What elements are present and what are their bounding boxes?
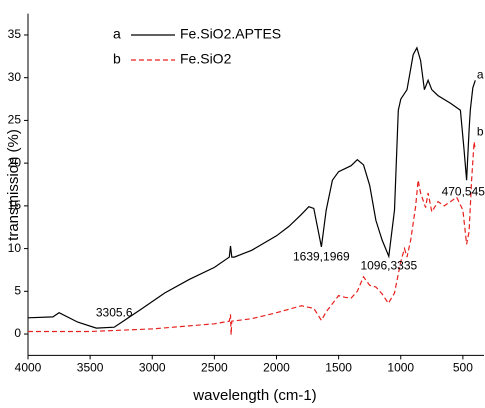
y-tick-label: 25 — [8, 113, 22, 127]
x-tick-label: 2500 — [201, 361, 228, 375]
legend-letter: b — [113, 51, 121, 67]
annotation: a — [477, 67, 484, 81]
x-tick-label: 1000 — [387, 361, 414, 375]
y-tick-label: 0 — [14, 326, 21, 340]
series-line — [27, 46, 476, 329]
y-axis-label: transmission (%) — [5, 129, 22, 241]
legend-label: Fe.SiO2.APTES — [180, 26, 281, 42]
x-tick-label: 3500 — [77, 361, 104, 375]
y-tick-label: 15 — [8, 198, 22, 212]
x-tick-label: 2000 — [263, 361, 290, 375]
x-tick-label: 3000 — [139, 361, 166, 375]
legend-label: Fe.SiO2 — [180, 51, 232, 67]
x-axis-label: wavelength (cm-1) — [192, 387, 316, 404]
annotation: 1096,3335 — [360, 259, 417, 273]
x-tick-label: 500 — [453, 361, 473, 375]
annotation: 3305.6 — [96, 306, 133, 320]
y-tick-label: 10 — [8, 241, 22, 255]
annotation: b — [477, 125, 484, 139]
y-tick-label: 35 — [8, 27, 22, 41]
y-tick-label: 20 — [8, 155, 22, 169]
annotation: 1639,1969 — [293, 249, 350, 263]
y-tick-label: 30 — [8, 70, 22, 84]
x-tick-label: 1500 — [325, 361, 352, 375]
series-line — [28, 141, 476, 335]
annotation: 470,5459 — [442, 184, 485, 198]
x-tick-label: 4000 — [15, 361, 42, 375]
y-tick-label: 5 — [14, 283, 21, 297]
legend-letter: a — [113, 26, 121, 42]
